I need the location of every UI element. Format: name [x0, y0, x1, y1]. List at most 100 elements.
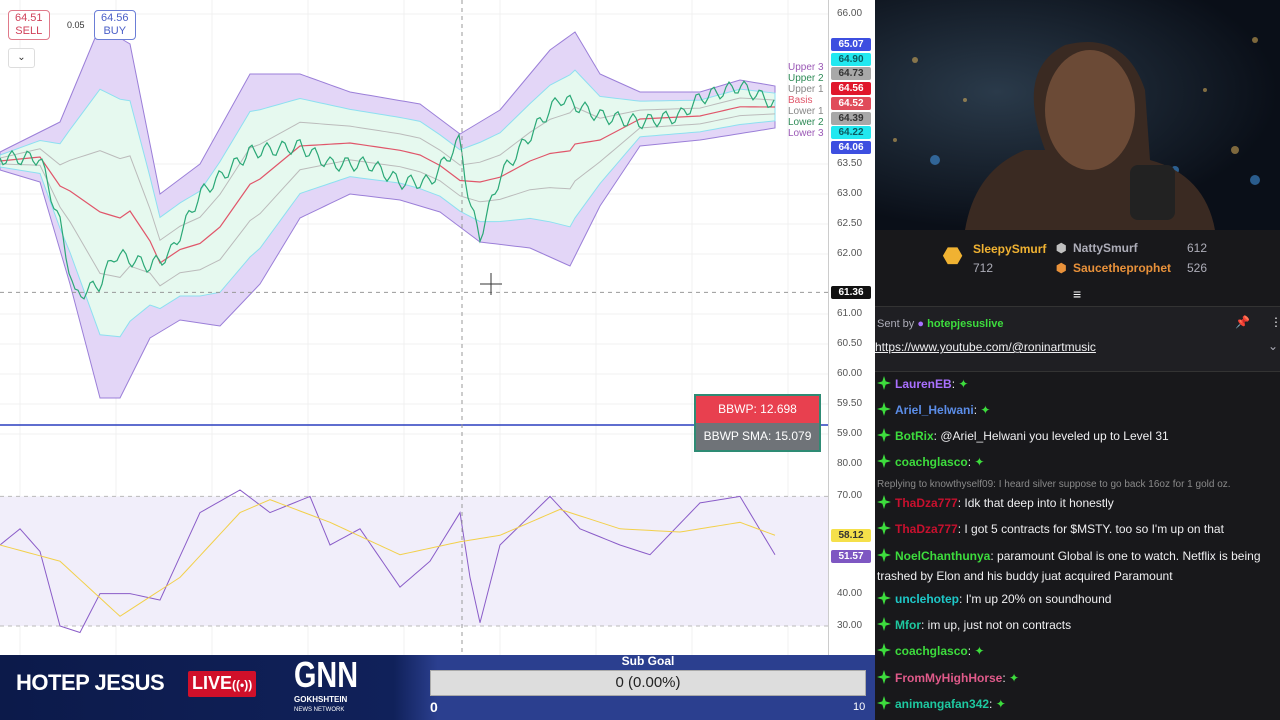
more-options-icon[interactable]: ⋮ — [1270, 315, 1280, 329]
chat-username[interactable]: LaurenEB — [895, 377, 952, 391]
rank-1-icon: ⬣ — [943, 243, 963, 268]
price-label: 64.73 — [831, 67, 871, 81]
show-title: HOTEP JESUS — [16, 670, 165, 695]
rsi-tick: 70.00 — [837, 490, 863, 502]
gnn-logo: GNN — [294, 654, 358, 695]
sub-goal-title: Sub Goal — [621, 654, 675, 668]
bbwp-box: BBWP: 12.698 BBWP SMA: 15.079 — [694, 394, 821, 452]
sub-goal-max: 10 — [853, 701, 866, 713]
price-tick: 61.00 — [837, 308, 863, 319]
sell-button[interactable]: 64.51 SELL — [8, 10, 50, 40]
sell-price: 64.51 — [15, 12, 43, 24]
chat-message: BotRix: @Ariel_Helwani you leveled up to… — [877, 426, 1277, 446]
emote-icon: ✦ — [958, 377, 969, 391]
emote-icon: ✦ — [995, 697, 1006, 711]
price-tick: 63.00 — [837, 188, 863, 199]
streamer-video — [893, 37, 1260, 230]
rsi-signal-line — [0, 499, 776, 617]
reply-context: Replying to knowthyself09: I heard silve… — [877, 479, 1231, 490]
chat-text: paramount Global is one to watch. Netfli… — [997, 549, 1261, 563]
band-legend-item: Lower 2 — [788, 117, 824, 128]
collapse-leaderboard-icon[interactable]: ≡ — [1073, 286, 1082, 302]
chat-message: ThaDza777: I got 5 contracts for $MSTY. … — [877, 519, 1277, 539]
price-label: 64.39 — [831, 111, 871, 125]
band-legend-item: Upper 3 — [788, 62, 824, 73]
sub-goal-min: 0 — [430, 699, 438, 715]
trading-chart[interactable]: 64.51 SELL 0.05 64.56 BUY ⌄ Upper 3 Upper 2… — [0, 0, 875, 655]
broadcast-icon: ((•)) — [232, 678, 253, 692]
chat-username[interactable]: coachglasco — [895, 644, 968, 658]
price-tick: 62.50 — [837, 218, 863, 229]
chat-message: NoelChanthunya: paramount Global is one … — [877, 546, 1277, 566]
emote-icon: ✦ — [974, 644, 985, 658]
sub-badge-icon — [877, 454, 891, 468]
leaderboard-name: NattySmurf — [1073, 241, 1138, 255]
live-badge: LIVE((•)) — [188, 671, 257, 697]
leaderboard-name: SleepySmurf — [973, 242, 1047, 256]
chat-username[interactable]: Mfor — [895, 618, 921, 632]
chat-message: coachglasco: ✦ — [877, 641, 1277, 661]
price-tick: 62.00 — [837, 248, 863, 259]
price-tick: 60.50 — [837, 338, 863, 349]
sub-badge-icon — [877, 591, 891, 605]
sub-badge-icon — [877, 495, 891, 509]
leaderboard-count: 526 — [1187, 261, 1208, 275]
band-legend-item: Lower 1 — [788, 106, 824, 117]
rsi-tick: 30.00 — [837, 620, 863, 631]
price-label: 61.36 — [831, 286, 871, 300]
sub-badge-icon — [877, 696, 891, 710]
rsi-label: 51.57 — [831, 550, 871, 564]
price-axis[interactable]: 66.00 63.50 63.00 62.50 62.00 61.00 60.50 60.00… — [828, 0, 875, 655]
spread: 0.05 — [67, 20, 85, 30]
pin-icon[interactable]: 📌 — [1235, 315, 1250, 329]
sub-badge-icon — [877, 643, 891, 657]
chat-username[interactable]: FromMyHighHorse — [895, 671, 1003, 685]
chat-username[interactable]: BotRix — [895, 429, 934, 443]
chat-message: ThaDza777: Idk that deep into it honestl… — [877, 493, 1277, 513]
pinned-user[interactable]: hotepjesuslive — [927, 318, 1004, 330]
bollinger-band-2 — [0, 69, 776, 338]
bbwp-sma-value: BBWP SMA: 15.079 — [696, 423, 819, 450]
rsi-tick: 40.00 — [837, 587, 863, 599]
chat-username[interactable]: animangafan342 — [895, 697, 990, 711]
gnn-logo-sub2: NEWS NETWORK — [294, 707, 345, 713]
chat-username[interactable]: coachglasco — [895, 455, 968, 469]
expand-chevron-icon[interactable]: ⌄ — [1268, 339, 1279, 353]
buy-price: 64.56 — [101, 12, 129, 24]
chat-username[interactable]: Ariel_Helwani — [895, 403, 974, 417]
sell-label: SELL — [15, 25, 43, 37]
chat-username[interactable]: unclehotep — [895, 592, 960, 606]
sub-goal-value: 0 (0.00%) — [615, 674, 681, 691]
pinned-link[interactable]: https://www.youtube.com/@roninartmusic — [875, 340, 1096, 354]
rsi-line — [0, 489, 776, 634]
chat-username[interactable]: ThaDza777 — [895, 522, 958, 536]
pinned-message: Sent by ● hotepjesuslive https://www.you… — [875, 306, 1280, 372]
emote-icon: ✦ — [1009, 671, 1020, 685]
chat-username[interactable]: ThaDza777 — [895, 496, 958, 510]
upper-band-1 — [0, 97, 776, 242]
pinned-sent-by: Sent by ● hotepjesuslive — [877, 318, 1004, 330]
chat-message: coachglasco: ✦ — [877, 452, 1277, 472]
emote-icon: ✦ — [980, 403, 991, 417]
stream-overlay-bar: HOTEP JESUS LIVE((•)) GNN GOKHSHTEIN NEW… — [0, 654, 875, 720]
buy-label: BUY — [103, 25, 127, 37]
rank-2-icon: ⬢ — [1056, 241, 1067, 255]
band-legend-item: Upper 2 — [788, 73, 824, 84]
chat-text: Idk that deep into it honestly — [964, 496, 1114, 510]
mic-icon: ● — [917, 318, 925, 330]
rsi-label: 58.12 — [831, 528, 871, 542]
leaderboard-count: 712 — [973, 261, 994, 275]
chart-canvas[interactable] — [0, 0, 828, 655]
sub-badge-icon — [877, 670, 891, 684]
chat-username[interactable]: NoelChanthunya — [895, 549, 991, 563]
sub-badge-icon — [877, 428, 891, 442]
chat-message: animangafan342: ✦ — [877, 694, 1277, 714]
emote-icon: ✦ — [974, 455, 985, 469]
buy-button[interactable]: 64.56 BUY — [94, 10, 136, 40]
band-legend-item: Lower 3 — [788, 128, 824, 139]
band-legend-item: Upper 1 — [788, 84, 824, 95]
price-label: 64.06 — [831, 140, 871, 154]
sub-badge-icon — [877, 402, 891, 416]
chevron-down-icon[interactable]: ⌄ — [8, 48, 35, 68]
leaderboard-count: 612 — [1187, 241, 1208, 255]
